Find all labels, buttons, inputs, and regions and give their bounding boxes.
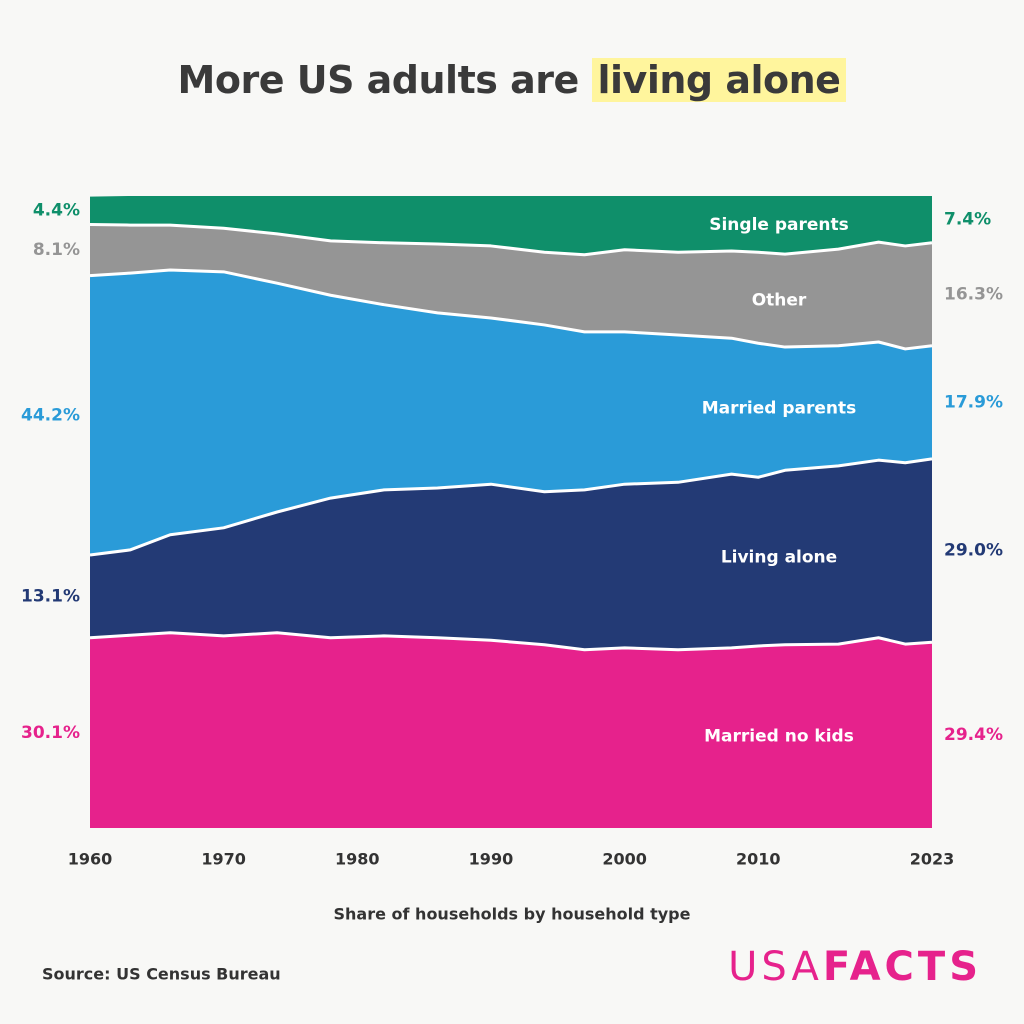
value-label: 7.4% [944,209,991,229]
logo-bold: FACTS [823,944,982,990]
boundary-line [89,268,933,351]
boundary-line [89,222,933,257]
x-tick-label: 1980 [335,850,380,869]
logo: USAFACTS [728,944,982,990]
title-text: More US adults are [177,58,580,102]
x-tick-label: 2010 [736,850,781,869]
series-label: Married parents [702,399,857,419]
series-label: Single parents [709,215,849,235]
value-label: 29.0% [944,541,1003,561]
area [90,632,932,828]
value-label: 16.3% [944,284,1003,304]
x-tick-label: 2000 [602,850,647,869]
value-label: 4.4% [33,201,80,221]
value-label: 29.4% [944,725,1003,745]
source: Source: US Census Bureau [42,965,281,984]
series-label: Living alone [721,548,837,568]
x-tick-label: 2023 [910,850,955,869]
value-label: 30.1% [21,723,80,743]
series-label: Other [752,291,807,311]
value-label: 8.1% [33,240,80,260]
area [90,269,932,555]
chart-title: More US adults are living alone [0,58,1024,102]
value-label: 44.2% [21,405,80,425]
x-tick-label: 1960 [68,850,113,869]
title-highlight: living alone [591,58,847,102]
x-tick-label: 1990 [469,850,514,869]
value-label: 17.9% [944,392,1003,412]
x-tick-label: 1970 [201,850,246,869]
value-label: 13.1% [21,586,80,606]
boundary-line [89,631,933,652]
area [90,224,932,349]
series-label: Married no kids [704,726,854,746]
x-axis-label: Share of households by household type [334,905,691,924]
boundary-line [89,457,933,557]
area [90,196,932,255]
logo-light: USA [728,944,823,990]
